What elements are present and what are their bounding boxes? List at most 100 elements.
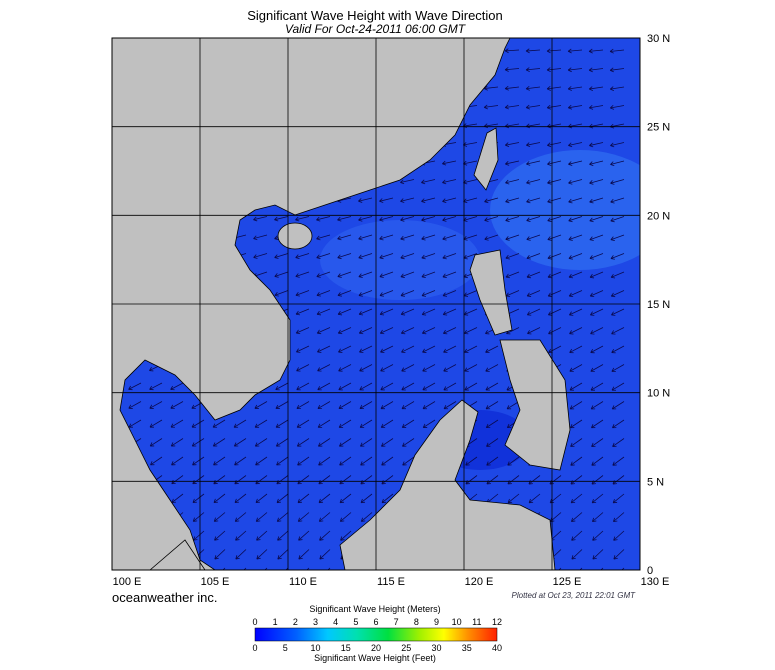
wave-arrow — [233, 438, 247, 447]
wave-arrow — [613, 549, 625, 560]
title: Significant Wave Height with Wave Direct… — [247, 8, 503, 23]
wave-arrow — [360, 438, 373, 447]
wave-arrow — [401, 345, 415, 353]
wave-arrow — [316, 234, 331, 241]
wave-arrow — [569, 419, 583, 429]
wave-arrow — [610, 253, 625, 260]
wave-arrow — [422, 419, 436, 428]
feet-tick: 25 — [401, 643, 411, 653]
wave-arrow — [465, 475, 478, 485]
wave-arrow — [234, 456, 247, 466]
wave-arrow — [213, 456, 226, 466]
wave-arrow — [213, 493, 226, 504]
wave-arrow — [590, 382, 604, 391]
wave-arrow — [360, 512, 373, 522]
wave-arrow — [295, 271, 310, 278]
wave-arrow — [526, 308, 541, 316]
feet-tick: 15 — [341, 643, 351, 653]
wave-arrow — [589, 179, 604, 185]
credit: oceanweather inc. — [112, 590, 218, 605]
wave-arrow — [317, 419, 331, 428]
wave-arrow — [570, 493, 583, 504]
wave-arrow — [610, 142, 625, 148]
wave-arrow — [381, 493, 394, 504]
wave-arrow — [591, 456, 604, 466]
wave-arrow — [442, 179, 457, 185]
feet-tick: 0 — [252, 643, 257, 653]
meter-tick: 4 — [333, 617, 338, 627]
wave-arrow — [589, 234, 604, 241]
wave-arrow — [571, 530, 583, 541]
wave-arrow — [589, 160, 604, 166]
land — [112, 38, 571, 570]
wave-arrow — [485, 401, 499, 410]
wave-arrow — [463, 308, 478, 316]
wave-arrow — [214, 530, 226, 541]
wave-arrow — [528, 493, 541, 504]
wave-arrow — [360, 475, 373, 485]
meter-tick: 11 — [472, 617, 481, 627]
wave-arrow — [611, 364, 625, 372]
wave-arrow — [443, 345, 457, 353]
wave-arrow — [610, 290, 625, 298]
wave-arrow — [485, 345, 499, 354]
wave-arrow — [170, 382, 184, 391]
wave-arrow — [569, 401, 583, 410]
wave-arrow — [505, 253, 520, 260]
wave-arrow — [360, 493, 373, 504]
lat-label: 25 N — [647, 122, 670, 134]
wave-arrow — [612, 456, 625, 466]
wave-arrow — [379, 197, 394, 203]
wave-arrow — [505, 197, 520, 204]
wave-arrow — [611, 401, 625, 410]
wave-arrow — [611, 382, 625, 391]
meter-tick: 7 — [394, 617, 399, 627]
wave-arrow — [400, 197, 415, 203]
wave-arrow — [400, 216, 415, 222]
wave-arrow — [337, 234, 352, 241]
wave-arrow — [400, 290, 415, 297]
wave-arrow — [486, 456, 499, 466]
wave-arrow — [296, 419, 310, 428]
wave-arrow — [547, 271, 562, 279]
wave-arrow — [358, 197, 373, 203]
wave-arrow — [547, 253, 562, 260]
wave-arrow — [567, 67, 583, 73]
feet-tick: 10 — [310, 643, 320, 653]
wave-arrow — [613, 512, 625, 523]
wave-arrow — [316, 216, 331, 222]
wave-arrow — [234, 493, 247, 504]
wave-arrow — [592, 549, 604, 560]
wave-arrow — [317, 438, 331, 447]
wave-arrow — [319, 549, 331, 560]
wave-arrow — [569, 364, 583, 372]
wave-arrow — [235, 549, 247, 560]
graticule — [112, 38, 640, 570]
wave-patch — [320, 220, 480, 300]
lat-label: 20 N — [647, 210, 670, 222]
wave-arrow — [547, 216, 562, 223]
wave-arrow — [275, 382, 289, 391]
wave-arrow — [191, 419, 205, 428]
wave-arrow — [192, 493, 205, 504]
wave-arrow — [338, 401, 352, 410]
wave-arrow — [612, 438, 625, 447]
wave-arrow — [568, 253, 583, 260]
wave-arrow — [610, 179, 625, 185]
wave-arrow — [274, 253, 289, 259]
wave-arrow — [568, 308, 583, 316]
plotted: Plotted at Oct 23, 2011 22:01 GMT — [512, 591, 637, 600]
wave-patch — [490, 150, 640, 270]
wave-arrow — [525, 67, 541, 72]
wave-arrow — [526, 271, 541, 279]
meter-tick: 6 — [373, 617, 378, 627]
wave-arrow — [464, 382, 478, 391]
wave-arrow — [274, 216, 289, 222]
wave-arrow — [421, 216, 436, 222]
wave-arrow — [380, 364, 394, 372]
wave-arrow — [507, 456, 520, 466]
wave-arrow — [507, 493, 520, 504]
wave-arrow — [484, 234, 499, 241]
wave-arrow — [253, 216, 268, 222]
wave-arrow — [443, 382, 457, 391]
